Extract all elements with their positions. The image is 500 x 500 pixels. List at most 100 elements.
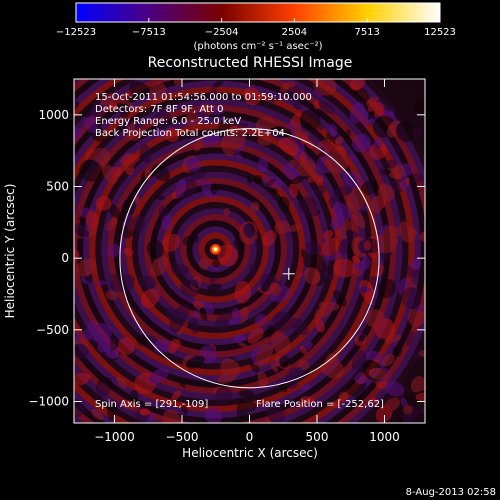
noise-blob — [117, 337, 136, 355]
noise-blob — [333, 290, 347, 307]
noise-blob — [392, 345, 402, 358]
noise-blob — [262, 229, 277, 247]
noise-blob — [293, 127, 304, 138]
x-axis-label: Heliocentric X (arcsec) — [182, 446, 318, 460]
noise-blob — [140, 288, 160, 308]
x-tick-label: −1000 — [94, 430, 135, 444]
noise-blob — [154, 109, 172, 131]
noise-blob — [318, 100, 335, 115]
noise-blob — [290, 317, 309, 336]
noise-blob — [91, 408, 104, 421]
noise-blob — [79, 159, 102, 182]
y-tick-label: 500 — [46, 180, 69, 194]
noise-blob — [161, 215, 173, 230]
noise-blob — [315, 318, 325, 333]
x-tick-label: 0 — [246, 430, 254, 444]
colorbar-tick-label: −2504 — [205, 27, 239, 38]
noise-blob — [129, 390, 139, 403]
noise-blob — [394, 144, 402, 155]
noise-blob — [418, 406, 425, 414]
noise-blob — [413, 98, 425, 113]
noise-blob — [117, 117, 131, 128]
noise-blob — [76, 258, 97, 277]
noise-blob — [420, 231, 425, 242]
noise-blob — [238, 389, 255, 398]
noise-blob — [332, 258, 356, 278]
noise-blob — [314, 79, 337, 96]
noise-blob — [378, 279, 396, 298]
x-tick-label: −500 — [166, 430, 199, 444]
noise-blob — [368, 367, 388, 380]
noise-blob — [209, 86, 218, 100]
noise-blob — [232, 307, 242, 326]
noise-blob — [165, 127, 180, 143]
noise-blob — [116, 376, 127, 389]
noise-blob — [96, 382, 111, 397]
noise-blob — [105, 351, 120, 359]
noise-blob — [375, 264, 384, 277]
noise-blob — [134, 122, 143, 131]
noise-blob — [410, 257, 422, 271]
noise-blob — [373, 137, 382, 149]
noise-blob — [148, 413, 156, 422]
noise-blob — [237, 281, 251, 300]
noise-blob — [97, 337, 114, 353]
noise-blob — [357, 386, 363, 394]
noise-blob — [332, 186, 344, 196]
noise-blob — [403, 395, 415, 401]
noise-blob — [107, 202, 122, 219]
noise-blob — [296, 272, 304, 280]
noise-blob — [335, 136, 344, 145]
spin-axis-label: Spin Axis = [291,-109] — [95, 399, 208, 410]
noise-blob — [190, 171, 206, 179]
noise-blob — [175, 178, 187, 198]
colorbar — [75, 2, 441, 23]
noise-blob — [238, 400, 249, 411]
noise-blob — [330, 401, 339, 408]
noise-blob — [381, 353, 395, 367]
colorbar-tick-label: −12523 — [56, 27, 96, 38]
noise-blob — [298, 359, 310, 370]
noise-blob — [119, 103, 131, 118]
noise-blob — [288, 223, 302, 233]
noise-blob — [278, 196, 290, 213]
noise-blob — [328, 123, 338, 137]
noise-blob — [382, 168, 391, 175]
x-axis-ticks: −1000 −500 0 500 1000 — [94, 79, 400, 444]
noise-blob — [201, 103, 213, 116]
y-tick-label: 0 — [61, 251, 69, 265]
noise-blob — [212, 80, 224, 89]
colorbar-tick-label: −7513 — [132, 27, 166, 38]
noise-blob — [255, 343, 274, 364]
colorbar-tick-label: 7513 — [354, 27, 379, 38]
noise-blob — [256, 137, 272, 146]
noise-blob — [234, 153, 243, 159]
solar-limb-circle — [119, 128, 380, 389]
noise-blob — [418, 381, 425, 391]
noise-blob — [95, 195, 112, 211]
info-line: Energy Range: 6.0 - 25.0 keV — [95, 116, 241, 127]
noise-blob — [412, 172, 424, 184]
y-tick-label: −500 — [36, 323, 69, 337]
noise-blob — [100, 93, 116, 106]
spin-axis-marker — [282, 267, 295, 280]
info-line: Back Projection Total counts: 2.2E+04 — [95, 128, 285, 139]
noise-blob — [300, 249, 309, 260]
colorbar-tick-label: 2504 — [282, 27, 307, 38]
chart-title: Reconstructed RHESSI Image — [148, 55, 353, 71]
noise-blob — [403, 405, 413, 415]
noise-blob — [359, 286, 371, 293]
noise-blob — [350, 155, 358, 162]
noise-blob — [179, 380, 186, 389]
noise-blob — [170, 338, 181, 349]
noise-blob — [397, 417, 405, 423]
noise-blob — [324, 141, 335, 154]
y-axis-ticks: −1000 −500 0 500 1000 — [28, 108, 425, 409]
noise-blob — [105, 290, 118, 301]
noise-blob — [364, 240, 372, 251]
noise-blob — [265, 325, 274, 338]
noise-blob — [254, 313, 267, 325]
noise-blob — [193, 310, 200, 319]
noise-blob — [150, 255, 169, 277]
noise-blob — [199, 307, 208, 322]
